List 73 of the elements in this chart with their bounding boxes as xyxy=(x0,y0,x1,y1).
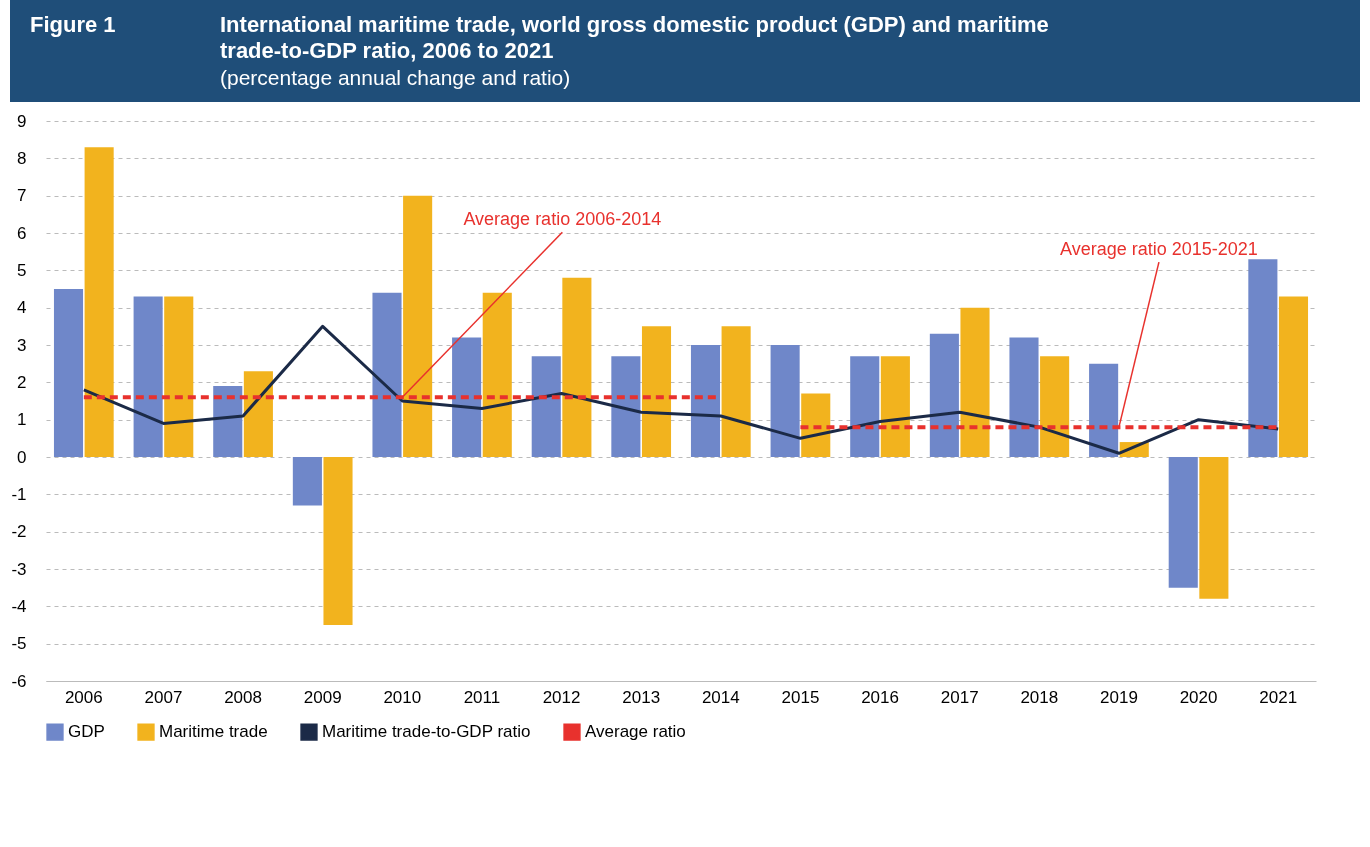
x-tick-label: 2009 xyxy=(303,687,342,707)
x-tick-label: 2020 xyxy=(1179,687,1218,707)
x-tick-label: 2007 xyxy=(144,687,183,707)
legend-label: Maritime trade-to-GDP ratio xyxy=(322,722,531,742)
caption: Figure 1 xyxy=(30,12,117,39)
y-tick-label: 0 xyxy=(17,447,27,467)
bar xyxy=(850,356,880,457)
y-tick-label: 9 xyxy=(17,111,27,131)
bar xyxy=(801,393,831,457)
bar xyxy=(403,195,433,457)
bar xyxy=(690,345,721,457)
x-tick-label: 2017 xyxy=(940,687,979,707)
bar xyxy=(1278,296,1309,457)
x-tick-label: 2006 xyxy=(64,687,103,707)
x-tick-label: 2010 xyxy=(383,687,422,707)
bar xyxy=(960,307,990,457)
bar xyxy=(243,371,273,457)
bar xyxy=(84,147,114,457)
bar xyxy=(1199,457,1229,599)
x-tick-label: 2015 xyxy=(781,687,820,707)
bar xyxy=(721,326,751,457)
x-tick-label: 2019 xyxy=(1100,687,1138,707)
y-tick-label: 6 xyxy=(17,223,27,243)
y-tick-label: -5 xyxy=(11,634,27,654)
y-tick-label: 3 xyxy=(17,335,27,355)
x-tick-label: 2014 xyxy=(701,687,740,707)
y-tick-label: 1 xyxy=(17,410,27,430)
y-tick-label: -2 xyxy=(11,522,27,542)
bar xyxy=(323,457,353,625)
x-tick-label: 2011 xyxy=(463,687,501,707)
chart-subtitle: (percentage annual change and ratio) xyxy=(220,66,572,90)
bar xyxy=(53,289,84,457)
bar xyxy=(929,333,959,457)
bar xyxy=(641,326,672,457)
bar xyxy=(292,457,322,506)
x-tick-label: 2008 xyxy=(224,687,262,707)
y-tick-label: 7 xyxy=(17,186,27,206)
x-tick-label: 2016 xyxy=(861,687,899,707)
bar xyxy=(133,296,163,457)
y-tick-label: 2 xyxy=(17,372,27,392)
chart-title: International maritime trade, world gross domestic product (GDP) and maritime trade-to-GDP ratio, 2006 to 2021 xyxy=(220,12,1050,64)
bar xyxy=(1248,259,1278,457)
line-series xyxy=(82,324,1280,455)
legend-label: GDP xyxy=(68,722,105,742)
bar xyxy=(1009,337,1039,457)
bar xyxy=(611,356,641,457)
y-tick-label: -6 xyxy=(11,671,27,691)
bar xyxy=(164,296,194,457)
bar xyxy=(1089,363,1119,457)
bar xyxy=(1168,457,1198,588)
bar xyxy=(452,337,482,457)
y-tick-label: 8 xyxy=(17,148,27,168)
bar xyxy=(880,356,910,457)
annotation: Average ratio 2006-2014 xyxy=(463,209,662,230)
y-tick-label: -3 xyxy=(11,559,27,579)
y-tick-label: -4 xyxy=(11,596,27,616)
x-tick-label: 2021 xyxy=(1259,687,1298,707)
legend-label: Average ratio xyxy=(585,722,686,742)
bar xyxy=(562,277,592,457)
y-tick-label: 5 xyxy=(17,260,27,280)
bar xyxy=(1040,356,1070,457)
y-tick-label: 4 xyxy=(17,298,27,318)
bar xyxy=(770,345,800,457)
bar xyxy=(482,292,512,457)
x-tick-label: 2018 xyxy=(1020,687,1059,707)
y-tick-label: -1 xyxy=(11,484,27,504)
bar xyxy=(531,356,561,457)
bar xyxy=(372,292,402,457)
x-tick-label: 2012 xyxy=(542,687,581,707)
bar xyxy=(213,386,243,457)
annotation: Average ratio 2015-2021 xyxy=(1060,239,1258,260)
legend-label: Maritime trade xyxy=(159,722,268,742)
x-tick-label: 2013 xyxy=(622,687,661,707)
